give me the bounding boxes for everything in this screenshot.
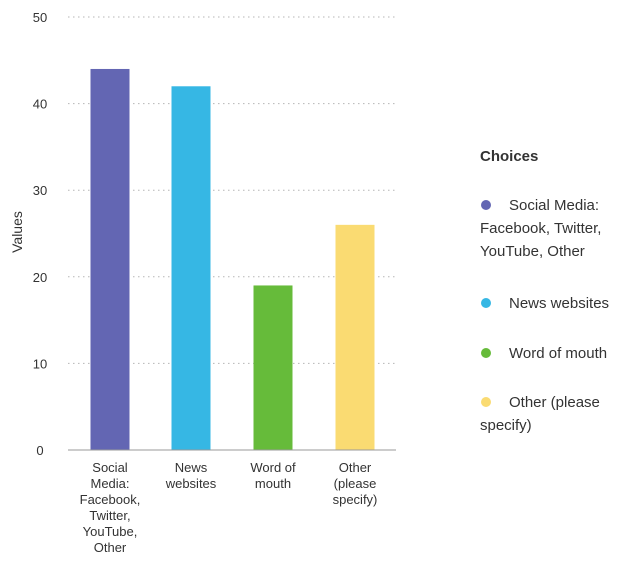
x-tick-label: News websites — [165, 460, 217, 491]
y-tick-label: 30 — [33, 183, 47, 198]
legend-entry-label: Social Media: Facebook, Twitter, YouTube, … — [480, 197, 601, 260]
y-axis-label: Values — [9, 211, 25, 253]
x-tick-label: Other (please specify) — [333, 460, 378, 507]
y-axis-ticks: 0 10 20 30 40 50 — [33, 10, 47, 458]
x-tick-label: Word of mouth — [250, 460, 296, 491]
y-tick-label: 20 — [33, 270, 47, 285]
bar-2 — [171, 86, 211, 450]
legend-entry-label: Other (please specify) — [480, 394, 600, 434]
legend-marker — [481, 200, 491, 210]
legend-entry-label: News websites — [509, 295, 609, 312]
legend-marker — [481, 298, 491, 308]
y-tick-label: 50 — [33, 10, 47, 25]
bar-1 — [90, 68, 130, 451]
bars — [90, 68, 375, 451]
legend-marker — [481, 397, 491, 407]
legend: Choices Social Media: Facebook, Twitter, Y… — [480, 148, 609, 434]
legend-entry-label: Word of mouth — [509, 345, 607, 362]
bar-3 — [253, 285, 293, 450]
legend-title: Choices — [480, 148, 538, 165]
y-tick-label: 40 — [33, 97, 47, 112]
y-tick-label: 10 — [33, 356, 47, 371]
legend-marker — [481, 348, 491, 358]
bar-4 — [335, 224, 375, 450]
y-tick-label: 0 — [36, 443, 43, 458]
x-tick-label: Social Media: Facebook, Twitter, YouTube, Oth… — [80, 460, 141, 555]
x-axis-ticks: Social Media: Facebook, Twitter, YouTube, Oth… — [80, 460, 378, 555]
